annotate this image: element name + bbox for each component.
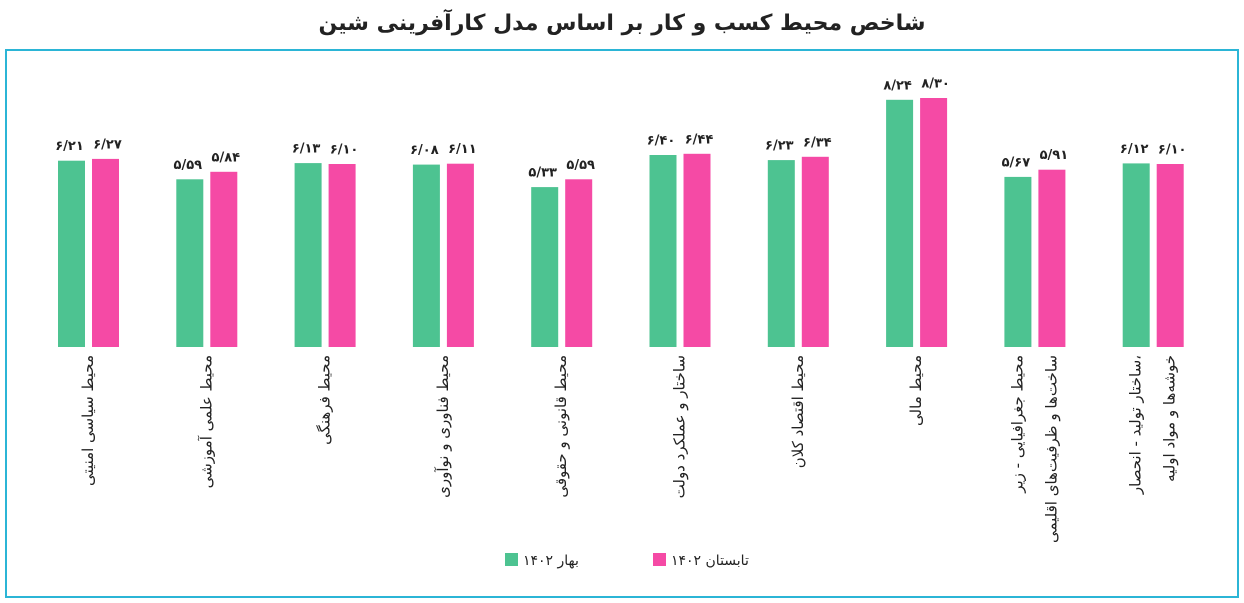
bar	[767, 160, 795, 347]
bar	[92, 158, 119, 347]
bar	[1122, 163, 1150, 347]
bar	[412, 164, 440, 347]
bar	[328, 164, 356, 347]
value-label: ۵/۶۷	[1002, 155, 1031, 170]
bar	[801, 156, 829, 347]
x-tick-label: محیط اقتصاد کلان	[789, 355, 807, 468]
value-label: ۶/۱۳	[292, 142, 321, 157]
value-label: ۶/۳۴	[803, 135, 832, 150]
x-tick-label: محیط مالی	[907, 355, 925, 426]
value-label: ۶/۴۰	[647, 134, 676, 149]
x-tick-label: ساخت‌ها و ظرفیت‌های اقلیمی	[1042, 355, 1060, 543]
bar	[58, 160, 85, 347]
x-tick-label: محیط جغرافیایی - زیر	[1008, 355, 1026, 494]
legend-swatch	[505, 553, 518, 566]
value-label: ۵/۸۴	[212, 150, 241, 165]
value-label: ۵/۵۹	[566, 158, 595, 173]
bar	[294, 163, 322, 347]
x-tick-label: محیط سیاسی امنیتی	[79, 355, 97, 486]
value-label: ۶/۲۳	[765, 139, 794, 154]
value-label: ۶/۲۱	[55, 139, 84, 154]
bar	[565, 179, 593, 347]
legend-label: بهار ۱۴۰۲	[523, 553, 579, 569]
x-tick-label: محیط قانونی و حقوقی	[552, 355, 570, 498]
value-label: ۵/۳۳	[528, 166, 557, 181]
value-label: ۶/۲۷	[93, 137, 122, 152]
value-label: ۸/۲۴	[883, 78, 912, 93]
value-label: ۸/۳۰	[921, 77, 950, 92]
bar	[1004, 176, 1032, 347]
bar	[176, 179, 204, 347]
x-tick-label: ساختار و عملکرد دولت	[671, 355, 689, 498]
bar	[446, 163, 474, 347]
value-label: ۶/۴۴	[685, 132, 714, 147]
frame	[5, 49, 1239, 598]
legend-swatch	[653, 553, 666, 566]
x-tick-label: خوشه‌ها و مواد اولیه	[1161, 355, 1179, 482]
bar	[1156, 164, 1184, 347]
bar	[1038, 169, 1066, 347]
bar	[683, 153, 711, 347]
value-label: ۶/۱۱	[448, 142, 477, 157]
bar	[886, 99, 914, 347]
value-label: ۶/۱۰	[330, 143, 359, 158]
value-label: ۵/۹۱	[1040, 148, 1069, 163]
bar	[920, 98, 948, 347]
bar	[649, 155, 677, 347]
legend-label: تابستان ۱۴۰۲	[671, 553, 749, 569]
bar	[210, 171, 238, 347]
x-tick-label: محیط فناوری و نوآوری	[434, 355, 452, 498]
value-label: ۶/۰۸	[410, 143, 439, 158]
chart-title: شاخص محیط کسب و کار بر اساس مدل کارآفرین…	[319, 8, 926, 36]
x-tick-label: محیط فرهنگی	[316, 355, 334, 445]
x-tick-label: ساختار تولید - انحصار،	[1127, 355, 1145, 495]
bar	[531, 187, 559, 347]
value-label: ۶/۱۰	[1158, 143, 1187, 158]
x-tick-label: محیط علمی آموزشی	[197, 355, 215, 488]
value-label: ۵/۵۹	[174, 158, 203, 173]
value-label: ۶/۱۲	[1120, 142, 1149, 157]
